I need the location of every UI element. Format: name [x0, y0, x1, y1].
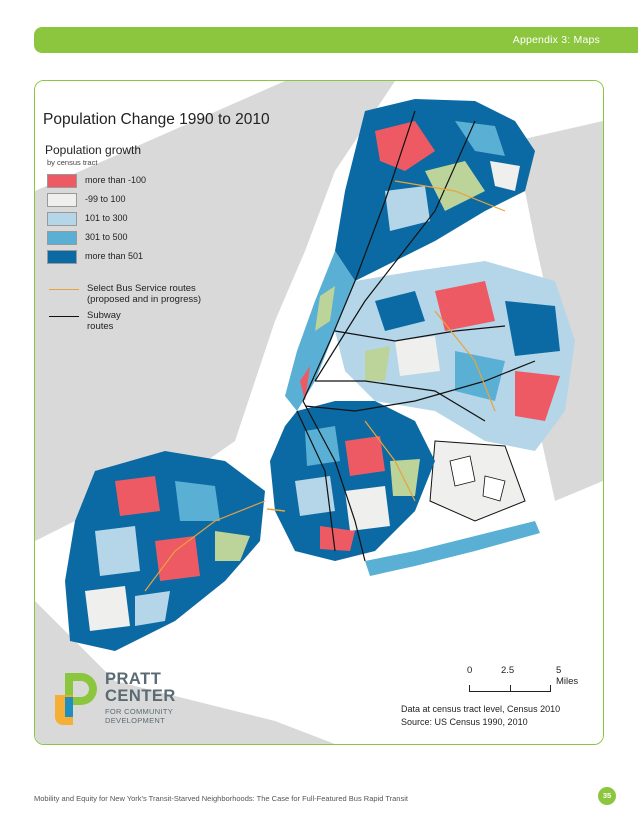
legend-line-sample: [49, 289, 79, 290]
page-number: 35: [598, 787, 616, 805]
map-title: Population Change 1990 to 2010: [43, 111, 270, 128]
logo-name-line1: PRATT: [105, 670, 162, 688]
legend-label: more than 501: [85, 251, 144, 261]
legend-swatch: [47, 250, 77, 264]
section-label: Appendix 3: Maps: [512, 34, 600, 46]
manhattan: [285, 251, 355, 411]
scale-bar-graphic: [469, 685, 551, 692]
scale-tick-mid: 2.5: [501, 665, 515, 676]
sbs-routes: [144, 180, 506, 592]
header-band: Appendix 3: Maps: [34, 27, 638, 53]
rockaway: [365, 521, 540, 576]
subway-routes: [296, 110, 536, 562]
logo-name: PRATT CENTER: [105, 671, 176, 705]
legend-swatch: [47, 174, 77, 188]
legend-label: -99 to 100: [85, 194, 126, 204]
new-jersey-south: [35, 601, 335, 744]
logo-sub-line2: DEVELOPMENT: [105, 716, 165, 725]
footer-text: Mobility and Equity for New York's Trans…: [34, 794, 408, 803]
legend-title: Population growth: [45, 143, 142, 157]
scale-tick-end: 5 Miles: [556, 665, 579, 687]
legend-label: 301 to 500: [85, 232, 128, 242]
credit-source: Source: US Census 1990, 2010: [401, 717, 528, 727]
pratt-center-logo: PRATT CENTER FOR COMMUNITY DEVELOPMENT: [51, 667, 241, 733]
credit-data: Data at census tract level, Census 2010: [401, 704, 561, 714]
scale-bar: 0 2.5 5 Miles: [461, 665, 585, 695]
legend-line-label: Select Bus Service routes (proposed and …: [87, 283, 202, 305]
pratt-logo-mark-icon: [55, 673, 97, 725]
legend-subtitle: by census tract: [47, 158, 98, 167]
legend-swatch: [47, 231, 77, 245]
map-credits: Data at census tract level, Census 2010 …: [401, 703, 560, 729]
legend-label: more than -100: [85, 175, 147, 185]
legend-swatch: [47, 212, 77, 226]
scale-tick-0: 0: [467, 665, 473, 676]
legend-line-label: Subway routes: [87, 310, 121, 332]
logo-subtitle: FOR COMMUNITY DEVELOPMENT: [105, 707, 173, 725]
legend-swatch: [47, 193, 77, 207]
legend-line-sample: [49, 316, 79, 317]
map-frame: Population Change 1990 to 2010 Populatio…: [34, 80, 604, 745]
legend-label: 101 to 300: [85, 213, 128, 223]
nyc-map: [35, 81, 603, 744]
logo-name-line2: CENTER: [105, 687, 176, 705]
new-jersey-land: [35, 81, 395, 541]
verrazzano-bridge: [266, 508, 286, 512]
logo-sub-line1: FOR COMMUNITY: [105, 707, 174, 716]
